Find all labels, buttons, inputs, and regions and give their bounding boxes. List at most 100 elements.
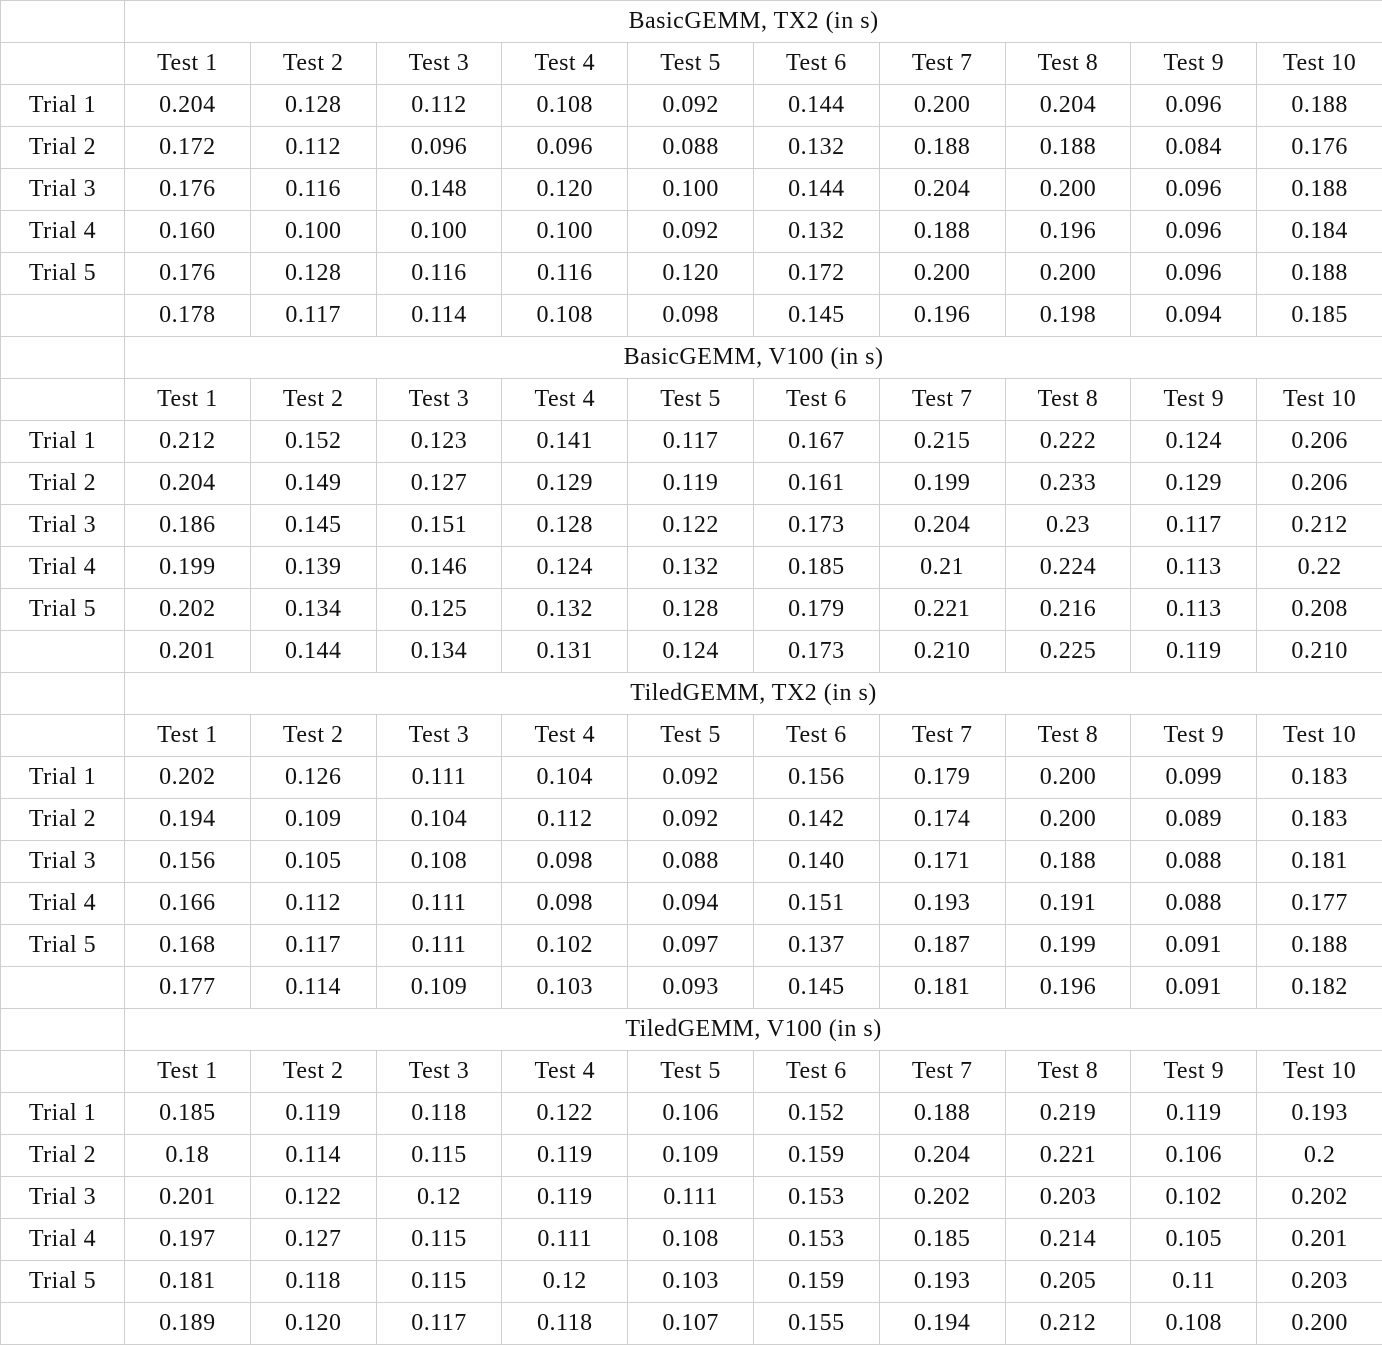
value-cell: 0.099	[1131, 757, 1257, 799]
value-cell: 0.112	[502, 799, 628, 841]
section-title-row: BasicGEMM, TX2 (in s)	[1, 1, 1382, 43]
column-header: Test 1	[125, 715, 251, 757]
section-title: BasicGEMM, V100 (in s)	[125, 337, 1382, 379]
value-cell: 0.171	[879, 841, 1005, 883]
value-cell: 0.118	[250, 1261, 376, 1303]
value-cell: 0.21	[879, 547, 1005, 589]
value-cell: 0.161	[753, 463, 879, 505]
value-cell: 0.129	[1131, 463, 1257, 505]
value-cell: 0.094	[1131, 295, 1257, 337]
value-cell: 0.212	[1257, 505, 1382, 547]
section-title-row: BasicGEMM, V100 (in s)	[1, 337, 1382, 379]
value-cell: 0.199	[879, 463, 1005, 505]
value-cell: 0.141	[502, 421, 628, 463]
value-cell: 0.173	[753, 631, 879, 673]
value-cell: 0.145	[753, 295, 879, 337]
value-cell: 0.092	[628, 85, 754, 127]
value-cell: 0.088	[1131, 841, 1257, 883]
value-cell: 0.214	[1005, 1219, 1131, 1261]
value-cell: 0.104	[502, 757, 628, 799]
header-corner	[1, 1051, 125, 1093]
value-cell: 0.176	[125, 253, 251, 295]
column-header: Test 6	[753, 43, 879, 85]
row-label: Trial 3	[1, 841, 125, 883]
value-cell: 0.096	[376, 127, 502, 169]
value-cell: 0.128	[250, 253, 376, 295]
value-cell: 0.114	[376, 295, 502, 337]
value-cell: 0.113	[1131, 547, 1257, 589]
value-cell: 0.094	[628, 883, 754, 925]
column-header: Test 10	[1257, 1051, 1382, 1093]
row-label: Trial 2	[1, 1135, 125, 1177]
value-cell: 0.089	[1131, 799, 1257, 841]
row-label	[1, 967, 125, 1009]
section-title-row: TiledGEMM, V100 (in s)	[1, 1009, 1382, 1051]
value-cell: 0.098	[628, 295, 754, 337]
value-cell: 0.116	[502, 253, 628, 295]
value-cell: 0.088	[1131, 883, 1257, 925]
value-cell: 0.200	[1005, 253, 1131, 295]
value-cell: 0.204	[1005, 85, 1131, 127]
value-cell: 0.188	[879, 1093, 1005, 1135]
value-cell: 0.179	[879, 757, 1005, 799]
value-cell: 0.108	[376, 841, 502, 883]
value-cell: 0.183	[1257, 757, 1382, 799]
column-header: Test 2	[250, 379, 376, 421]
value-cell: 0.23	[1005, 505, 1131, 547]
column-header: Test 4	[502, 379, 628, 421]
column-header: Test 7	[879, 715, 1005, 757]
value-cell: 0.199	[1005, 925, 1131, 967]
column-header: Test 10	[1257, 715, 1382, 757]
value-cell: 0.185	[1257, 295, 1382, 337]
value-cell: 0.120	[502, 169, 628, 211]
column-header: Test 4	[502, 715, 628, 757]
column-header: Test 9	[1131, 379, 1257, 421]
column-header: Test 7	[879, 379, 1005, 421]
value-cell: 0.115	[376, 1261, 502, 1303]
value-cell: 0.204	[125, 85, 251, 127]
value-cell: 0.196	[1005, 967, 1131, 1009]
value-cell: 0.155	[753, 1303, 879, 1345]
value-cell: 0.193	[1257, 1093, 1382, 1135]
value-cell: 0.102	[1131, 1177, 1257, 1219]
row-label: Trial 2	[1, 799, 125, 841]
value-cell: 0.107	[628, 1303, 754, 1345]
value-cell: 0.188	[1257, 85, 1382, 127]
value-cell: 0.225	[1005, 631, 1131, 673]
value-cell: 0.123	[376, 421, 502, 463]
value-cell: 0.176	[125, 169, 251, 211]
column-header: Test 9	[1131, 43, 1257, 85]
value-cell: 0.115	[376, 1135, 502, 1177]
column-header: Test 10	[1257, 379, 1382, 421]
row-label: Trial 3	[1, 1177, 125, 1219]
value-cell: 0.131	[502, 631, 628, 673]
value-cell: 0.106	[1131, 1135, 1257, 1177]
header-corner	[1, 715, 125, 757]
value-cell: 0.134	[250, 589, 376, 631]
column-header: Test 6	[753, 379, 879, 421]
value-cell: 0.172	[125, 127, 251, 169]
value-cell: 0.092	[628, 757, 754, 799]
value-cell: 0.122	[502, 1093, 628, 1135]
value-cell: 0.152	[753, 1093, 879, 1135]
value-cell: 0.181	[879, 967, 1005, 1009]
column-header: Test 2	[250, 715, 376, 757]
value-cell: 0.103	[628, 1261, 754, 1303]
value-cell: 0.148	[376, 169, 502, 211]
value-cell: 0.100	[250, 211, 376, 253]
value-cell: 0.153	[753, 1177, 879, 1219]
value-cell: 0.132	[753, 211, 879, 253]
row-label: Trial 1	[1, 757, 125, 799]
value-cell: 0.109	[250, 799, 376, 841]
value-cell: 0.124	[502, 547, 628, 589]
column-header: Test 2	[250, 43, 376, 85]
